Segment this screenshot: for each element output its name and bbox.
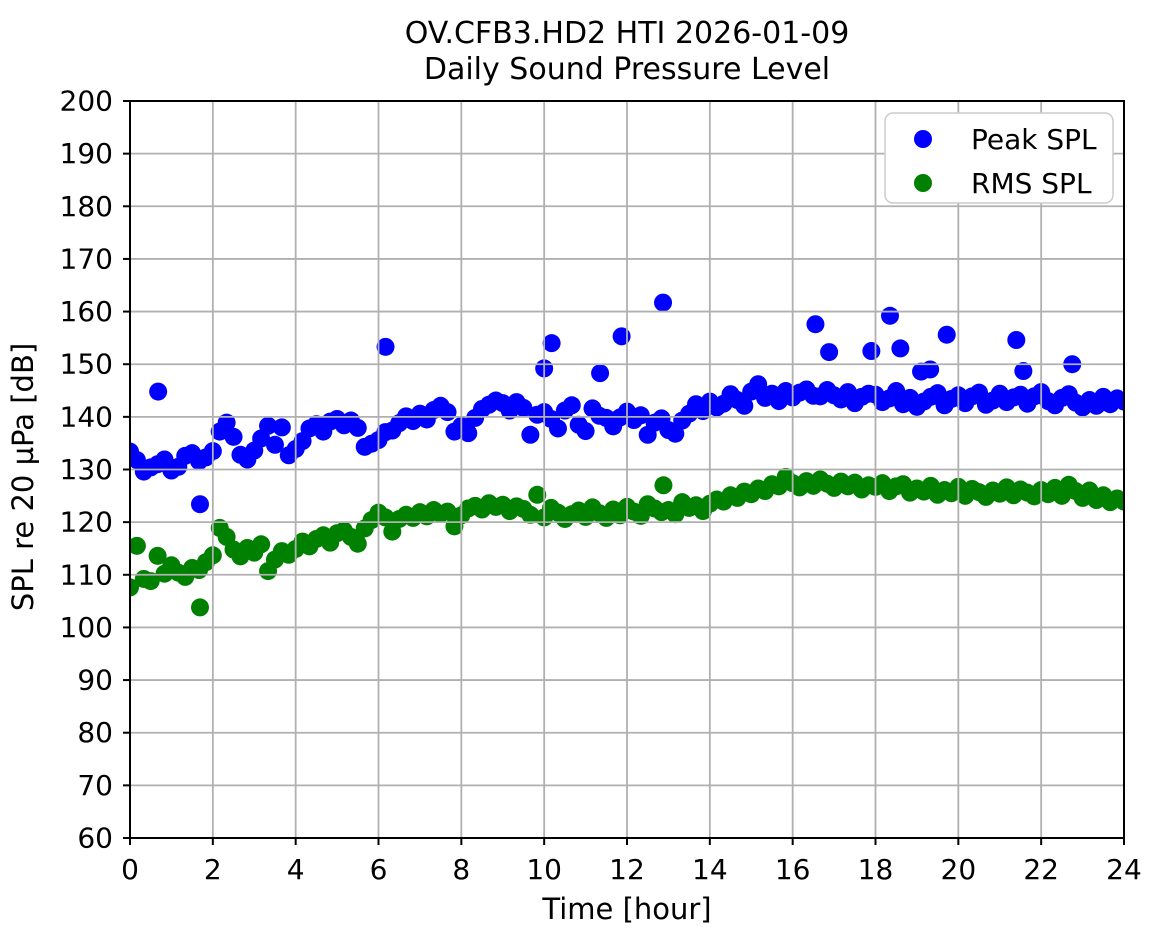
data-point [548, 419, 567, 438]
y-tick-label: 80 [77, 716, 113, 749]
data-point [735, 396, 754, 415]
data-point [514, 398, 533, 417]
data-point [542, 334, 561, 353]
y-axis-label: SPL re 20 µPa [dB] [6, 343, 40, 611]
data-point [259, 416, 278, 435]
data-point [272, 418, 291, 437]
data-point [224, 427, 243, 446]
x-tick-label: 14 [692, 853, 728, 886]
x-tick-label: 12 [609, 853, 645, 886]
data-point [862, 342, 881, 361]
y-tick-label: 150 [60, 348, 113, 381]
data-point [190, 598, 209, 617]
y-tick-label: 200 [60, 85, 113, 118]
data-point [252, 535, 271, 554]
data-point [438, 502, 457, 521]
x-axis-label: Time [hour] [541, 892, 711, 926]
data-point [528, 485, 547, 504]
data-point [130, 536, 146, 555]
y-tick-label: 110 [60, 558, 113, 591]
legend-label-peak-spl: Peak SPL [971, 123, 1097, 156]
data-point [937, 325, 956, 344]
x-tick-label: 2 [204, 853, 222, 886]
legend: Peak SPL RMS SPL [884, 112, 1114, 204]
x-tick-label: 18 [858, 853, 894, 886]
data-point [880, 306, 899, 325]
data-point [348, 534, 367, 553]
data-point [148, 546, 167, 565]
legend-box [884, 112, 1114, 204]
data-point [921, 360, 940, 379]
data-point [612, 327, 631, 346]
y-tick-label: 70 [77, 769, 113, 802]
x-tick-label: 20 [941, 853, 977, 886]
x-tick-label: 8 [452, 853, 470, 886]
data-point [149, 382, 168, 401]
data-point [521, 505, 540, 524]
y-tick-label: 160 [60, 295, 113, 328]
data-point [562, 396, 581, 415]
data-point [265, 435, 284, 454]
legend-label-rms-spl: RMS SPL [971, 167, 1092, 200]
tick-layer: 0 2 4 6 8 10 12 14 16 18 20 22 246070809010011012013… [60, 85, 1142, 887]
x-tick-label: 22 [1023, 853, 1059, 886]
data-point [806, 315, 825, 334]
data-point [891, 339, 910, 358]
data-point [348, 418, 367, 437]
y-tick-label: 120 [60, 506, 113, 539]
data-point [631, 406, 650, 425]
y-tick-label: 130 [60, 453, 113, 486]
data-point [654, 293, 673, 312]
chart-title-line1: OV.CFB3.HD2 HTI 2026-01-09 [405, 16, 850, 51]
data-point [438, 403, 457, 422]
data-point [459, 424, 478, 443]
legend-marker-rms-spl [914, 174, 932, 192]
x-tick-label: 6 [370, 853, 388, 886]
data-point [190, 495, 209, 514]
y-tick-label: 90 [77, 664, 113, 697]
chart-title-line2: Daily Sound Pressure Level [424, 52, 830, 87]
y-tick-label: 60 [77, 822, 113, 855]
data-point [654, 476, 673, 495]
data-point [217, 413, 236, 432]
x-tick-label: 0 [121, 853, 139, 886]
y-tick-label: 140 [60, 400, 113, 433]
data-point [141, 572, 160, 591]
x-tick-label: 24 [1106, 853, 1142, 886]
x-tick-label: 16 [775, 853, 811, 886]
legend-marker-peak-spl [914, 130, 932, 148]
y-tick-label: 180 [60, 190, 113, 223]
data-point [521, 425, 540, 444]
data-point [1007, 330, 1026, 349]
y-tick-label: 100 [60, 611, 113, 644]
x-tick-label: 10 [526, 853, 562, 886]
data-point [820, 343, 839, 362]
y-tick-label: 190 [60, 137, 113, 170]
data-point [376, 337, 395, 356]
x-tick-label: 4 [287, 853, 305, 886]
data-point [1115, 492, 1124, 511]
scatter-layer [130, 293, 1124, 617]
y-tick-label: 170 [60, 242, 113, 275]
data-point [591, 364, 610, 383]
data-point [1014, 362, 1033, 381]
data-point [1115, 392, 1124, 411]
data-point [576, 422, 595, 441]
data-point [749, 375, 768, 394]
